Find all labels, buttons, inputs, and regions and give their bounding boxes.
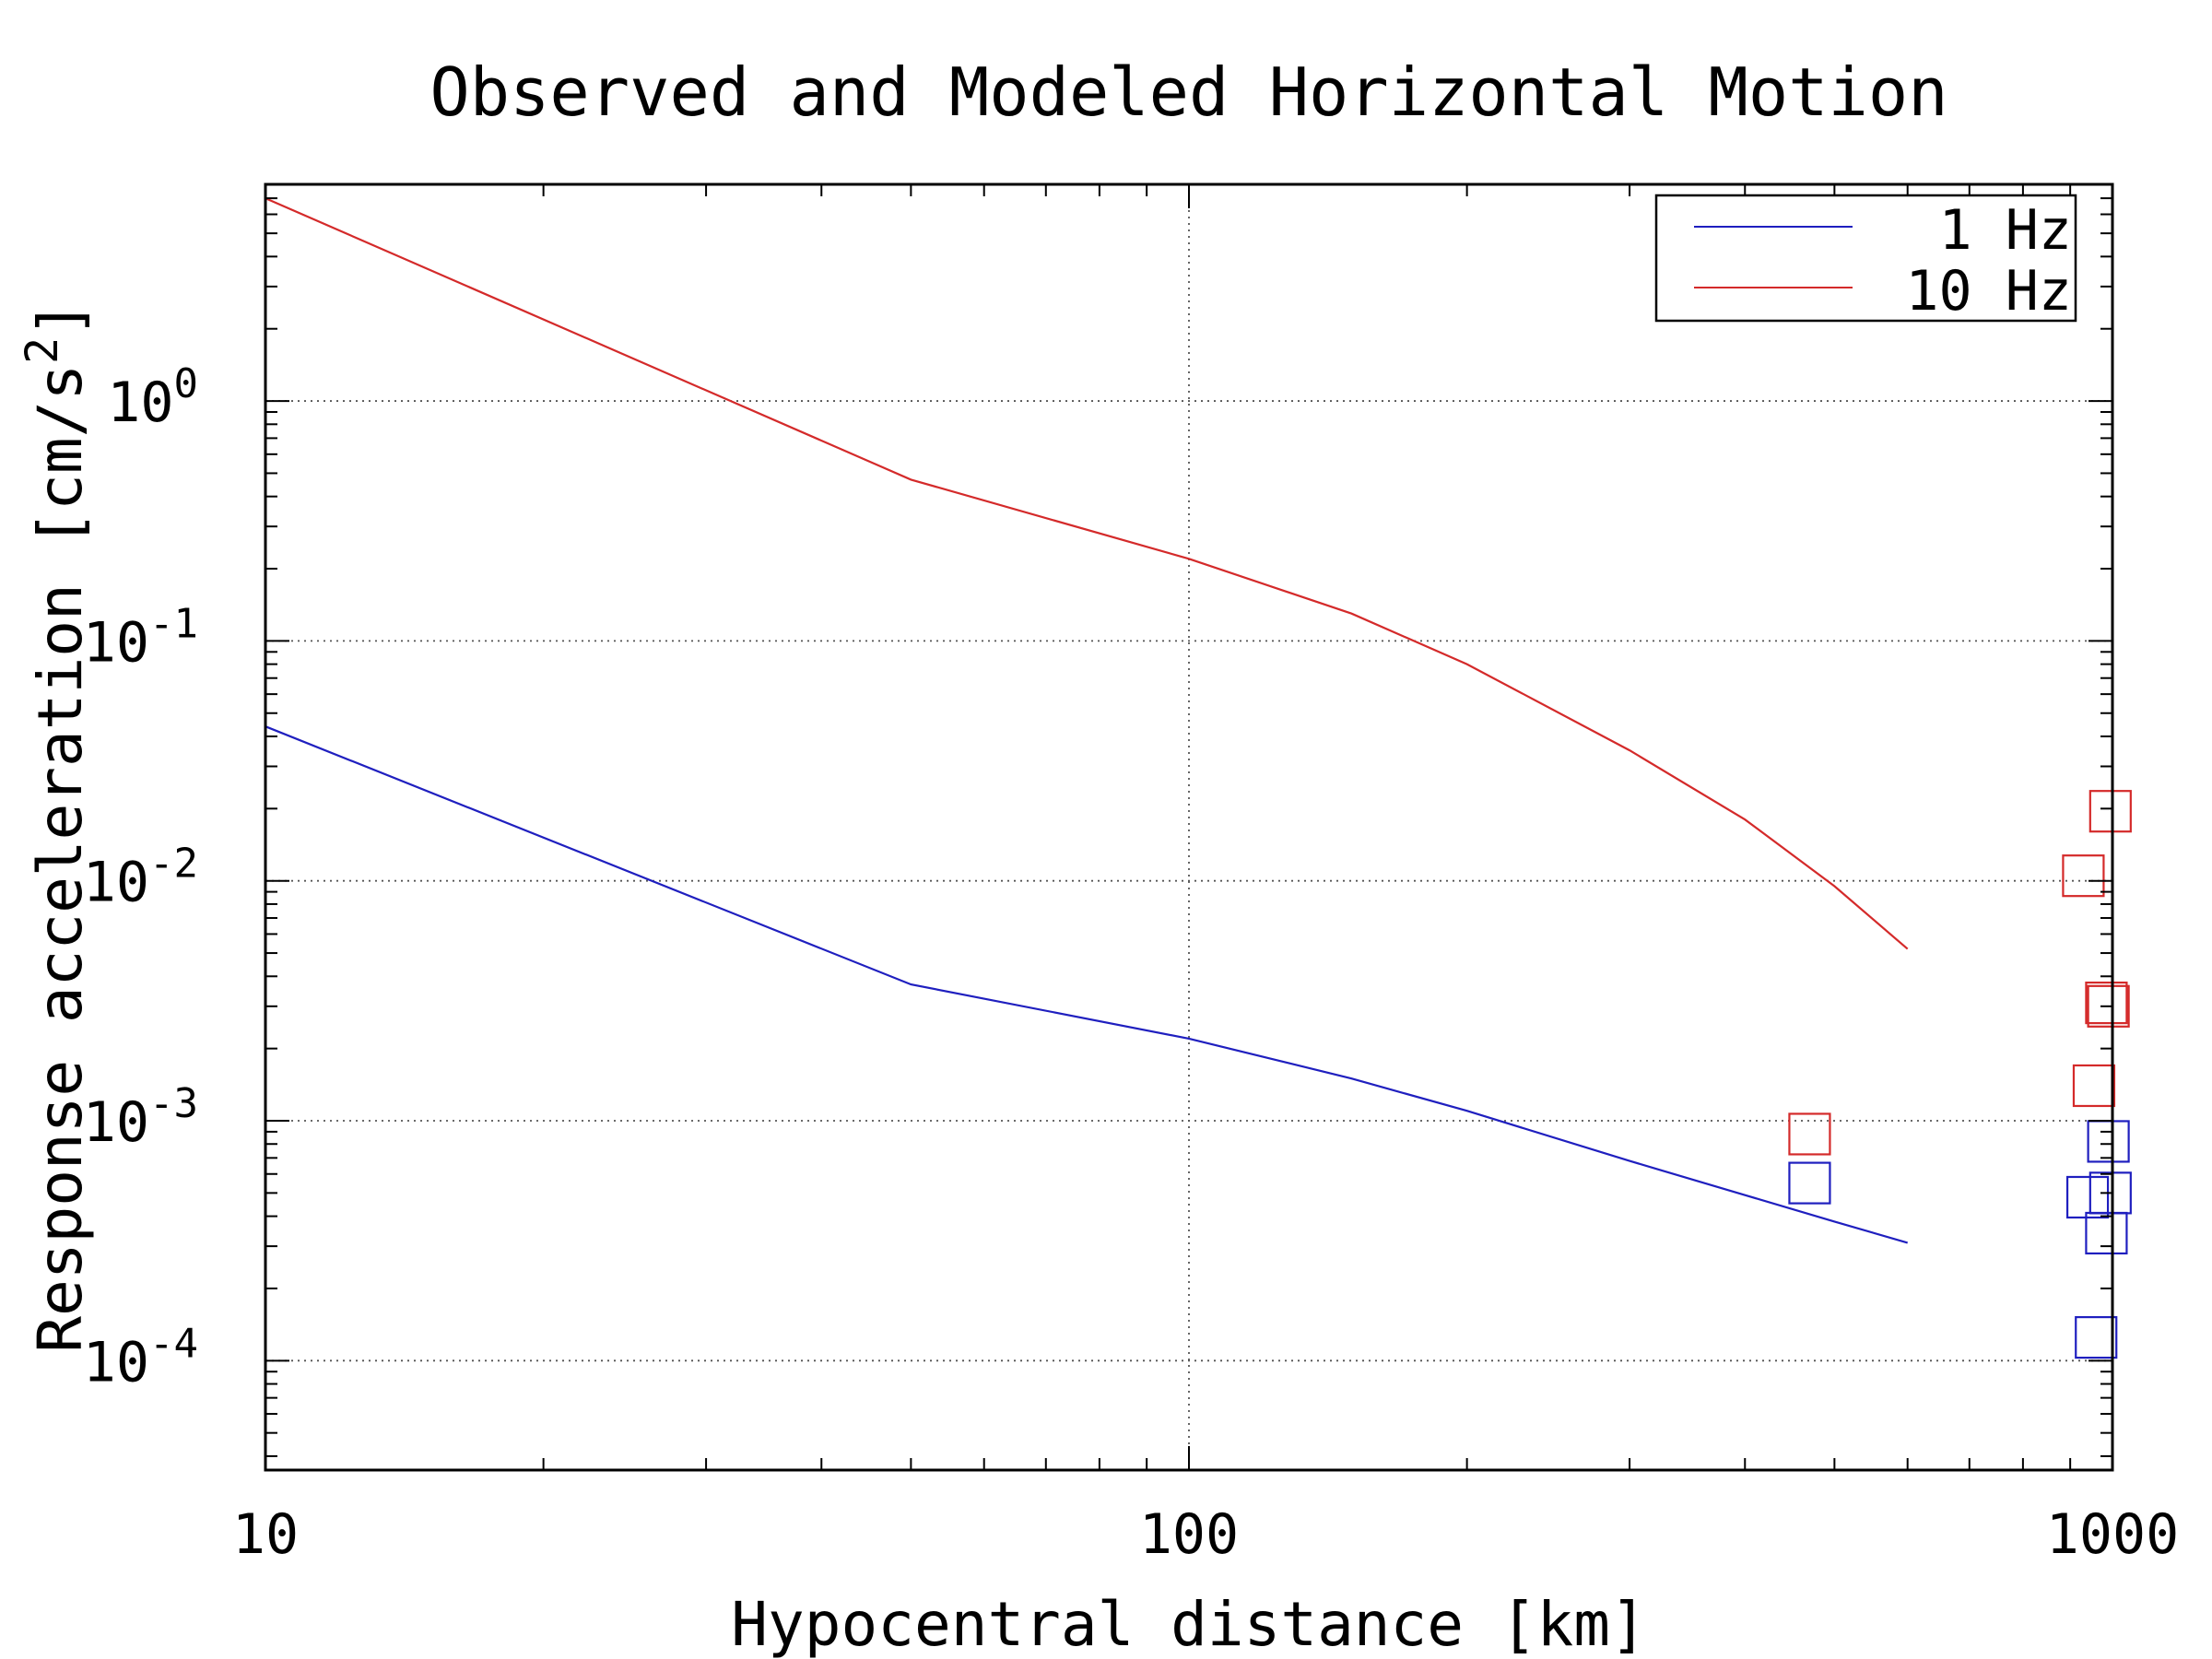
x-tick-label: 1000 (2046, 1502, 2180, 1567)
y-axis-label-close: ] (25, 300, 96, 337)
observed-point-1hz (2075, 1315, 2118, 1359)
observed-point-10hz (2085, 982, 2128, 1025)
legend-label-10hz: 10 Hz (1905, 259, 2072, 324)
y-tick-label: 100 (107, 360, 198, 435)
y-axis-label-main: Response acceleration [cm/s (25, 364, 96, 1353)
y-tick-label-exp: -3 (149, 1080, 198, 1127)
plot-frame (264, 182, 2114, 1472)
observed-point-1hz (1788, 1161, 1831, 1205)
y-tick-label-exp: -2 (149, 841, 198, 888)
y-axis-label-sup: 2 (17, 337, 68, 364)
observed-point-1hz (2085, 1211, 2128, 1255)
chart-title: Observed and Modeled Horizontal Motion (429, 53, 1947, 131)
x-axis-label: Hypocentral distance [km] (731, 1589, 1646, 1659)
legend-box (1654, 194, 2077, 323)
y-tick-label-base: 10 (83, 1090, 149, 1155)
observed-point-10hz (2088, 790, 2132, 833)
observed-point-10hz (2062, 854, 2105, 898)
x-tick-label: 10 (232, 1502, 299, 1567)
y-tick-label-base: 10 (83, 851, 149, 915)
y-tick-label: 10-2 (83, 841, 198, 915)
y-tick-label-base: 10 (107, 371, 173, 435)
y-tick-label: 10-4 (83, 1320, 198, 1394)
y-tick-label-base: 10 (83, 610, 149, 675)
grid (265, 184, 2112, 1470)
model-line-10hz (265, 197, 1909, 950)
series-layer (265, 197, 2132, 1359)
y-tick-label-exp: -4 (149, 1320, 198, 1367)
y-tick-label-base: 10 (83, 1330, 149, 1394)
y-tick-label-exp: -1 (149, 600, 198, 647)
model-line-1hz (265, 725, 1909, 1244)
ticks (265, 183, 2113, 1470)
y-tick-label: 10-1 (83, 600, 198, 675)
observed-point-1hz (2087, 1120, 2130, 1163)
observed-point-1hz (2065, 1175, 2110, 1219)
legend-label-1hz: 1 Hz (1939, 198, 2073, 263)
y-tick-label-exp: 0 (174, 360, 199, 407)
legend: 1 Hz 10 Hz (1654, 194, 2077, 324)
y-axis-label: Response acceleration [cm/s2] (17, 300, 96, 1353)
observed-point-10hz (2072, 1064, 2116, 1108)
x-tick-label: 100 (1139, 1502, 1239, 1567)
observed-point-10hz (1788, 1112, 1831, 1156)
y-tick-label: 10-3 (83, 1080, 198, 1155)
observed-point-10hz (2087, 984, 2130, 1028)
